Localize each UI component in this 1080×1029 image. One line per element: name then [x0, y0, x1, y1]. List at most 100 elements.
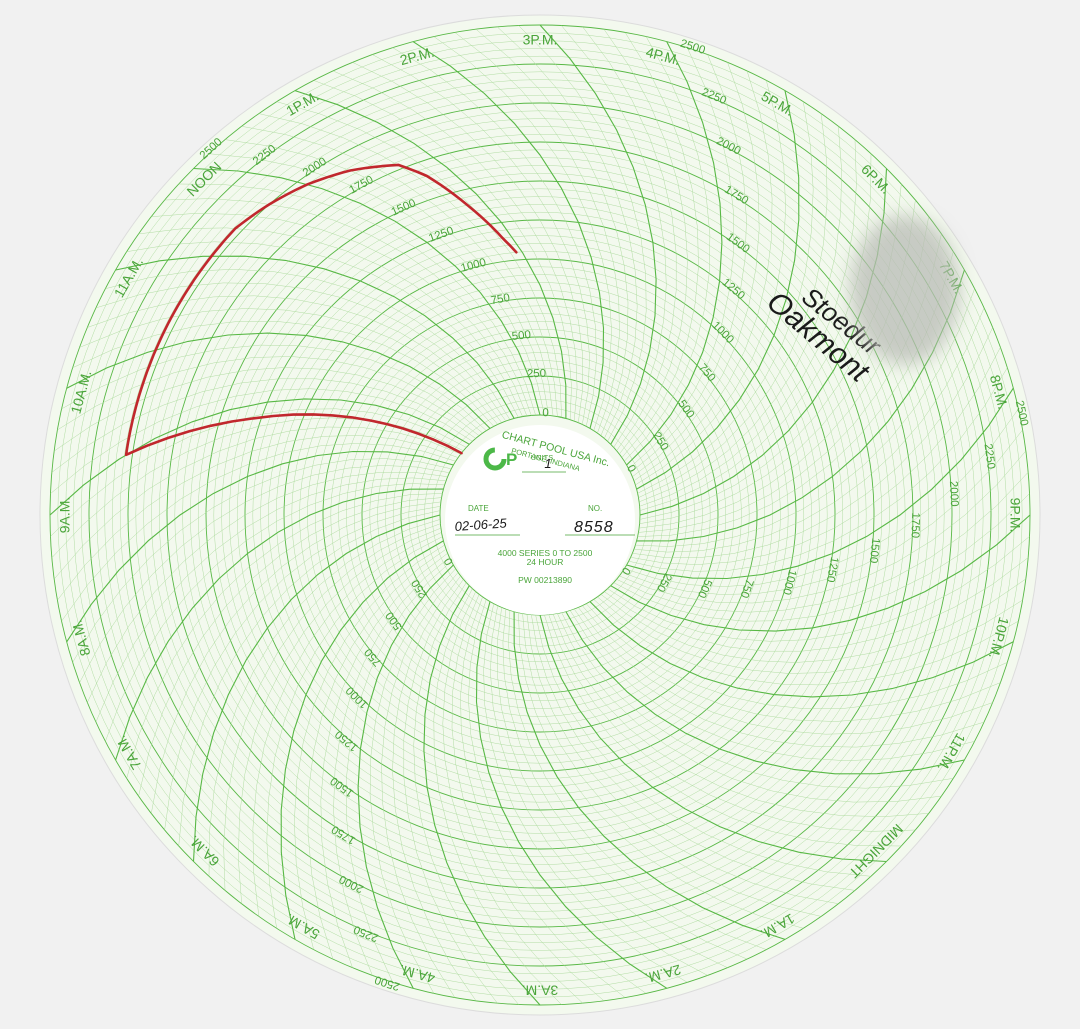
- minute-arc: [151, 213, 528, 416]
- value-ring: [260, 235, 820, 795]
- minute-arc: [483, 603, 688, 983]
- hour-arc: [412, 41, 605, 429]
- minute-arc: [621, 429, 1023, 595]
- minute-arc: [454, 32, 620, 434]
- hour-label: 3P.M.: [523, 32, 558, 48]
- hour-arc: [565, 611, 965, 775]
- value-ring: [283, 258, 797, 772]
- scale-label: 0: [542, 407, 549, 419]
- scale-label: 2000: [947, 481, 960, 507]
- value-ring: [431, 406, 649, 624]
- hour-arc: [192, 514, 441, 862]
- minute-arc: [392, 575, 477, 1001]
- minute-arc: [51, 378, 476, 473]
- minute-arc: [531, 614, 856, 891]
- minute-arc: [526, 614, 839, 904]
- hour-arc: [280, 540, 444, 940]
- hour-arc: [626, 41, 723, 466]
- minute-arc: [604, 557, 1029, 652]
- value-ring: [119, 94, 961, 936]
- scale-label: 250: [527, 368, 546, 380]
- trace-line: [124, 163, 518, 457]
- minute-arc: [403, 579, 498, 1004]
- minute-arc: [582, 26, 677, 451]
- minute-arc: [372, 54, 590, 425]
- value-ring: [369, 344, 711, 686]
- minute-arc: [619, 450, 1026, 604]
- minute-arc: [475, 29, 629, 436]
- value-ring: [104, 79, 976, 951]
- minute-arc: [224, 139, 549, 416]
- minute-arc: [258, 113, 558, 417]
- minute-arc: [638, 113, 828, 498]
- date-label: DATE: [468, 504, 489, 513]
- value-ring: [392, 367, 688, 663]
- value-ring: [307, 282, 773, 748]
- value-ring: [377, 352, 703, 678]
- hour-arc: [636, 90, 800, 490]
- hour-label: 9A.M.: [57, 497, 73, 534]
- minute-arc: [582, 605, 1001, 722]
- value-ring: [291, 266, 789, 764]
- scale-label: 750: [490, 292, 511, 307]
- value-ring: [346, 321, 734, 709]
- value-ring: [143, 118, 937, 912]
- minute-arc: [320, 553, 448, 968]
- value-ring: [252, 227, 828, 803]
- minute-arc: [50, 408, 467, 537]
- minute-arc: [307, 549, 447, 960]
- series-info: 4000 SERIES 0 TO 2500: [498, 548, 593, 558]
- value-ring: [424, 399, 656, 631]
- minute-arc: [633, 70, 773, 481]
- minute-arc: [164, 506, 441, 831]
- minute-arc: [518, 612, 804, 929]
- value-ring: [400, 375, 680, 655]
- hour-arc: [294, 90, 567, 419]
- hour-arc: [66, 332, 491, 429]
- minute-arc: [490, 605, 708, 976]
- minute-arc: [561, 25, 667, 448]
- minute-arc: [241, 126, 554, 416]
- minute-arc: [442, 591, 583, 1004]
- minute-arc: [451, 594, 605, 1001]
- hour-arc: [610, 514, 1031, 632]
- value-ring: [135, 110, 945, 920]
- value-ring: [166, 141, 914, 889]
- scale-label: 0: [624, 463, 638, 474]
- minute-arc: [628, 367, 1008, 572]
- minute-arc: [61, 344, 487, 431]
- minute-arc: [637, 101, 814, 494]
- minute-arc: [597, 596, 1023, 674]
- number-value: 8558: [574, 519, 614, 536]
- minute-arc: [105, 269, 511, 420]
- value-ring: [65, 40, 1015, 990]
- hour-arc: [513, 611, 786, 940]
- minute-arc: [369, 568, 456, 994]
- minute-arc: [54, 426, 461, 580]
- value-ring: [96, 71, 984, 959]
- minute-arc: [138, 497, 442, 797]
- minute-arc: [632, 327, 993, 558]
- hour-arc: [626, 387, 1014, 580]
- minute-arc: [578, 607, 993, 735]
- value-ring: [361, 336, 719, 694]
- minute-arc: [50, 388, 473, 494]
- minute-arc: [557, 613, 942, 803]
- minute-arc: [635, 288, 975, 547]
- value-ring: [330, 305, 750, 725]
- duration-info: 24 HOUR: [527, 557, 564, 567]
- value-ring: [182, 157, 898, 873]
- value-ring: [127, 102, 953, 928]
- minute-arc: [208, 153, 545, 416]
- hour-label: 9P.M.: [1007, 498, 1023, 533]
- value-ring: [112, 87, 968, 943]
- blurred-sticker: [850, 215, 960, 365]
- minute-arc: [413, 582, 519, 1005]
- minute-arc: [624, 36, 711, 462]
- minute-arc: [54, 367, 480, 452]
- hour-arc: [589, 601, 1014, 698]
- part-number: PW 00213890: [518, 575, 572, 585]
- minute-arc: [633, 307, 985, 553]
- minute-arc: [535, 614, 872, 877]
